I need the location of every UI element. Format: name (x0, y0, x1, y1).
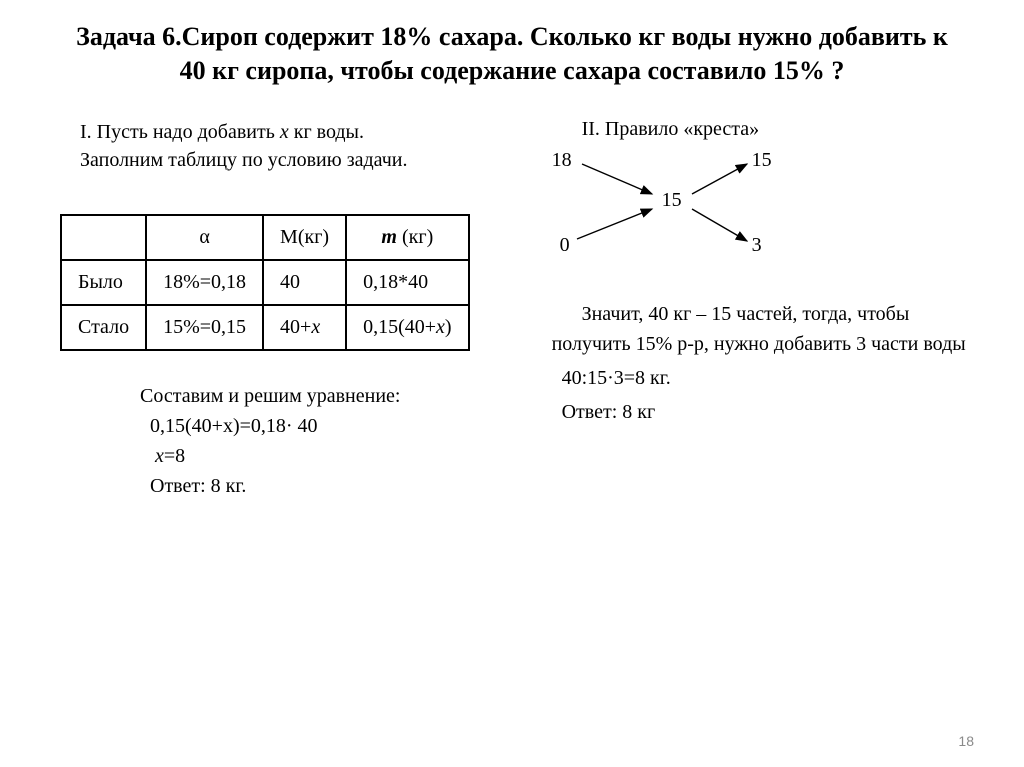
row1-alpha: 18%=0,18 (146, 260, 263, 305)
eq-line1: Составим и решим уравнение: (140, 385, 400, 407)
cross-diagram: 18 15 15 0 3 (552, 149, 812, 269)
method2-explain: Значит, 40 кг – 15 частей, тогда, чтобы … (552, 299, 984, 359)
solution-table: α М(кг) m (кг) Было 18%=0,18 40 0,18*40 … (60, 214, 470, 351)
table-row: Стало 15%=0,15 40+x 0,15(40+x) (61, 305, 469, 350)
intro-prefix: I. Пусть надо добавить (80, 121, 280, 143)
th-empty (61, 215, 146, 260)
row1-label: Было (61, 260, 146, 305)
row2-alpha: 15%=0,15 (146, 305, 263, 350)
intro-var: x (280, 121, 289, 143)
row2-mass: 40+x (263, 305, 346, 350)
page-number: 18 (958, 733, 974, 749)
solution-method-1: I. Пусть надо добавить x кг воды. Заполн… (40, 118, 492, 501)
row1-m: 0,18*40 (346, 260, 469, 305)
method2-calc: 40:15·3=8 кг. (552, 363, 984, 393)
cross-arrows (552, 149, 812, 269)
method2-answer: Ответ: 8 кг (552, 397, 984, 427)
row2-label: Стало (61, 305, 146, 350)
intro-suffix: кг воды. (289, 121, 364, 143)
table-row: Было 18%=0,18 40 0,18*40 (61, 260, 469, 305)
eq-line3-suf: =8 (164, 445, 185, 467)
th-mass-lower: m (кг) (346, 215, 469, 260)
method2-title: II. Правило «креста» (552, 118, 984, 141)
th-alpha: α (146, 215, 263, 260)
intro-line2: Заполним таблицу по условию задачи. (80, 149, 407, 171)
th-mass-upper: М(кг) (263, 215, 346, 260)
eq-line2: 0,15(40+х)=0,18· 40 (150, 415, 318, 437)
problem-title: Задача 6.Сироп содержит 18% сахара. Скол… (62, 20, 962, 88)
eq-answer: Ответ: 8 кг. (150, 475, 246, 497)
eq-line3-var: x (155, 445, 164, 467)
method1-intro: I. Пусть надо добавить x кг воды. Заполн… (40, 118, 492, 174)
row2-m: 0,15(40+x) (346, 305, 469, 350)
row1-mass: 40 (263, 260, 346, 305)
equation-block: Составим и решим уравнение: 0,15(40+х)=0… (40, 381, 492, 501)
content-columns: I. Пусть надо добавить x кг воды. Заполн… (40, 118, 984, 501)
solution-method-2: II. Правило «креста» 18 15 15 0 3 Значит… (532, 118, 984, 501)
